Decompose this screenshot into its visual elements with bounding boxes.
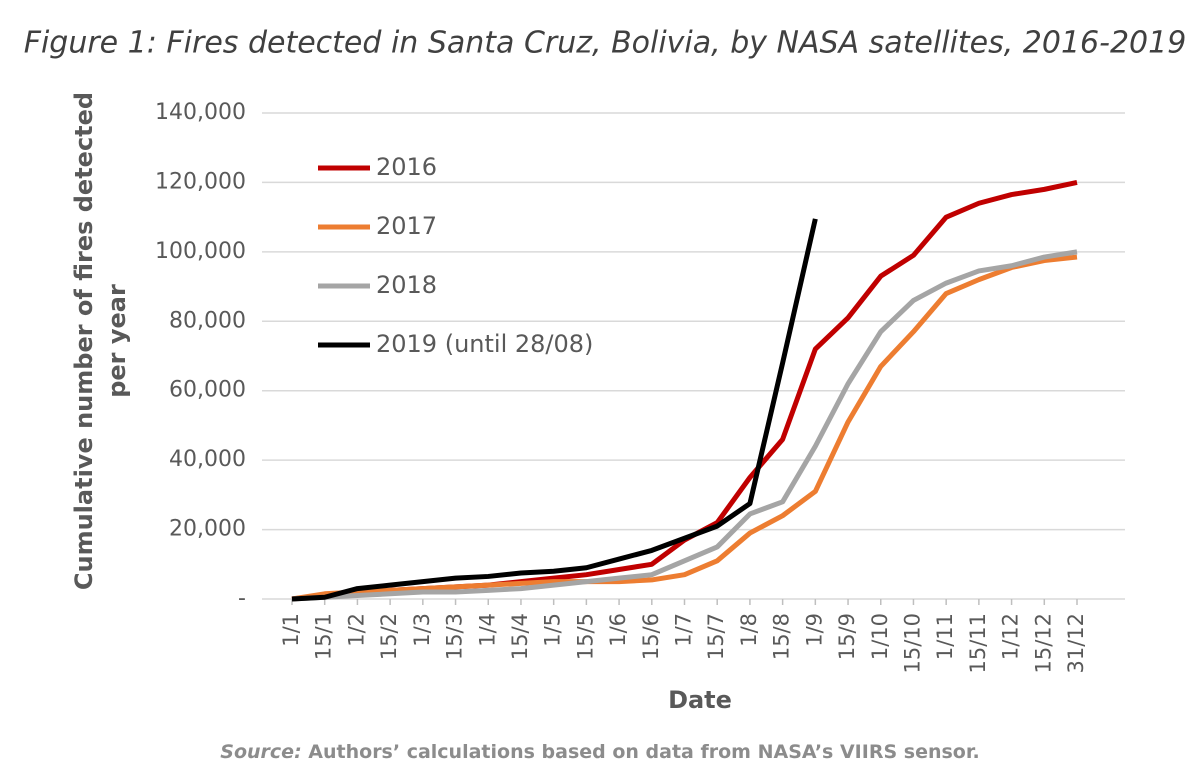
- x-tick-label: 15/6: [639, 613, 663, 660]
- legend-label: 2017: [376, 212, 437, 240]
- y-tick-label: 120,000: [155, 169, 246, 194]
- x-tick-label: 1/12: [999, 613, 1023, 660]
- x-tick-label: 15/4: [508, 613, 532, 660]
- y-tick-label: 140,000: [155, 100, 246, 125]
- legend-label: 2016: [376, 153, 437, 181]
- source-label: Source:: [220, 741, 301, 763]
- legend-label: 2019 (until 28/08): [376, 330, 593, 358]
- legend-label: 2018: [376, 271, 437, 299]
- y-tick-label: 100,000: [155, 239, 246, 264]
- source-text: Authors’ calculations based on data from…: [308, 741, 979, 763]
- x-tick-label: 1/5: [541, 613, 565, 647]
- x-tick-label: 1/11: [933, 613, 957, 660]
- x-tick-label: 15/7: [704, 613, 728, 660]
- y-axis-label: per year: [103, 284, 131, 398]
- x-tick-label: 1/3: [410, 613, 434, 647]
- x-tick-label: 31/12: [1064, 613, 1088, 674]
- x-tick-label: 1/7: [672, 613, 696, 647]
- x-tick-label: 15/3: [443, 613, 467, 660]
- x-tick-label: 1/8: [737, 613, 761, 647]
- x-tick-label: 1/1: [279, 613, 303, 647]
- x-tick-label: 15/12: [1031, 613, 1055, 674]
- y-tick-label: 60,000: [169, 378, 246, 403]
- y-axis-label: Cumulative number of fires detected: [70, 92, 98, 590]
- x-tick-label: 15/11: [966, 613, 990, 674]
- x-tick-label: 15/2: [377, 613, 401, 660]
- x-tick-label: 15/1: [312, 613, 336, 660]
- y-tick-label: 40,000: [169, 447, 246, 472]
- x-tick-label: 15/9: [835, 613, 859, 660]
- x-tick-label: 1/2: [344, 613, 368, 647]
- y-tick-label: 20,000: [169, 517, 246, 542]
- series-line: [291, 249, 1078, 602]
- chart-title: Figure 1: Fires detected in Santa Cruz, …: [24, 26, 1187, 61]
- x-tick-label: 15/5: [573, 613, 597, 660]
- y-tick-label: 80,000: [169, 308, 246, 333]
- series-line: [291, 254, 1078, 602]
- series-line: [291, 218, 818, 602]
- x-axis-label: Date: [668, 686, 732, 714]
- x-tick-label: 15/8: [770, 613, 794, 660]
- y-tick-label: -: [238, 586, 246, 611]
- x-tick-label: 1/10: [868, 613, 892, 660]
- x-tick-label: 1/6: [606, 613, 630, 647]
- x-tick-label: 1/9: [802, 613, 826, 647]
- source: Source: Authors’ calculations based on d…: [220, 741, 979, 763]
- x-tick-label: 15/10: [900, 613, 924, 674]
- x-tick-label: 1/4: [475, 613, 499, 647]
